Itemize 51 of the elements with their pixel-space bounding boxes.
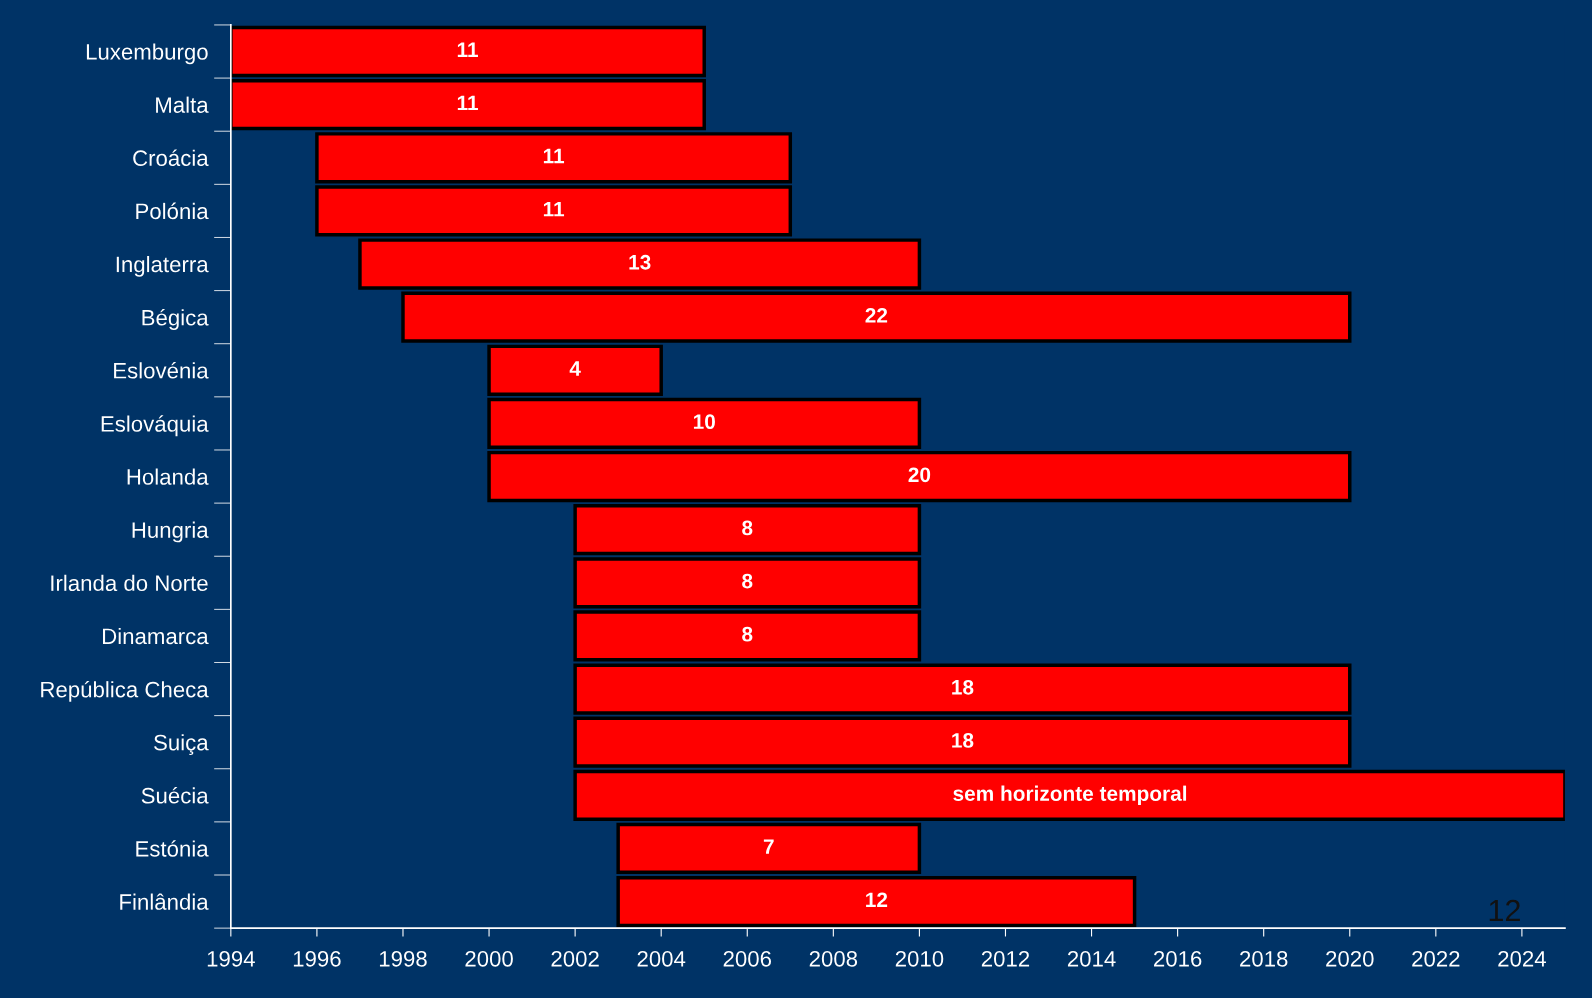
data-label: 7: [763, 839, 774, 854]
x-tick-label: 2018: [1240, 950, 1288, 967]
y-tick-label: Malta: [156, 96, 209, 113]
data-label: 18: [952, 679, 974, 695]
x-tick-label: 2022: [1412, 950, 1460, 967]
x-tick-label: 2014: [1067, 950, 1116, 967]
x-tick-label: 2020: [1326, 950, 1374, 967]
data-label: 4: [569, 361, 581, 376]
data-label: 8: [742, 520, 753, 536]
y-tick-label: Eslovénia: [114, 361, 209, 379]
x-tick-label: 1996: [293, 950, 341, 967]
annotation: 12: [1489, 899, 1520, 922]
y-tick-label: Irlanda do Norte: [51, 574, 208, 592]
y-tick-label: Suiça: [154, 734, 209, 755]
data-label: sem horizonte temporal: [953, 785, 1187, 806]
data-label: 8: [742, 626, 753, 642]
data-label: 10: [693, 414, 715, 430]
data-label: 22: [865, 308, 888, 323]
y-tick-label: Luxemburgo: [86, 43, 208, 65]
x-tick-label: 1994: [207, 950, 255, 967]
x-tick-label: 2004: [637, 950, 686, 967]
y-tick-label: Hungria: [132, 521, 209, 543]
data-label: 8: [742, 573, 753, 589]
x-tick-label: 2010: [895, 950, 944, 967]
data-label: 12: [866, 892, 888, 907]
data-label: 11: [543, 148, 565, 164]
y-tick-label: Holanda: [127, 468, 209, 485]
x-tick-label: 2002: [551, 950, 599, 967]
y-tick-label: Polónia: [136, 202, 209, 220]
x-tick-label: 2000: [465, 950, 513, 967]
x-tick-label: 2012: [981, 950, 1030, 967]
y-tick-label: Estónia: [136, 840, 209, 857]
y-tick-label: Finlândia: [120, 893, 209, 910]
y-tick-label: Eslováquia: [101, 415, 209, 437]
y-tick-label: República Checa: [41, 680, 209, 702]
x-tick-label: 2006: [723, 950, 772, 967]
y-tick-label: Dinamarca: [103, 627, 209, 645]
data-label: 18: [952, 733, 974, 748]
x-tick-label: 2008: [809, 950, 858, 967]
x-tick-label: 2016: [1154, 950, 1202, 967]
x-tick-label: 1998: [379, 950, 427, 967]
y-tick-label: Bégica: [142, 308, 209, 330]
data-label: 11: [543, 201, 565, 217]
y-tick-label: Croácia: [133, 149, 209, 167]
data-label: 11: [457, 95, 478, 111]
y-tick-label: Suécia: [141, 787, 209, 804]
y-tick-label: Inglaterra: [116, 255, 209, 277]
x-tick-label: 2024: [1498, 950, 1546, 967]
data-label: 11: [457, 42, 478, 57]
data-label: 20: [908, 467, 931, 483]
data-label: 13: [629, 254, 651, 270]
